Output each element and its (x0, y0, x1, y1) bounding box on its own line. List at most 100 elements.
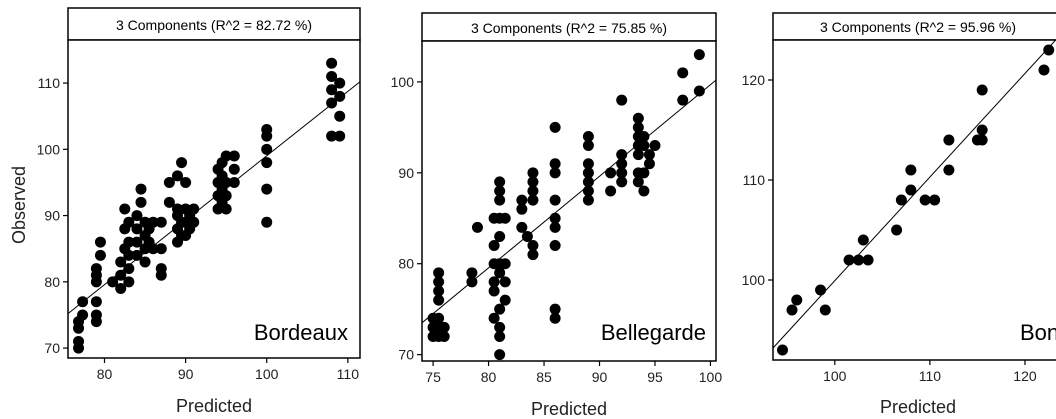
data-point (694, 86, 705, 97)
x-tick-label: 100 (255, 366, 279, 382)
data-point (863, 255, 874, 266)
data-point (550, 240, 561, 251)
data-point (920, 195, 931, 206)
panel-title: 3 Components (R^2 = 95.96 %) (820, 19, 1016, 35)
data-point (221, 203, 232, 214)
data-point (605, 186, 616, 197)
panel-bonn: 3 Components (R^2 = 95.96 %) 100 110 120 10… (742, 13, 1056, 417)
data-point (494, 231, 505, 242)
data-point (95, 237, 106, 248)
data-point (229, 177, 240, 188)
panel-annotation: Bellegarde (601, 320, 706, 345)
data-point (777, 345, 788, 356)
data-point (583, 131, 594, 142)
data-point (472, 222, 483, 233)
x-tick-label: 80 (481, 369, 497, 385)
y-tick-label: 100 (391, 74, 415, 90)
data-point (156, 243, 167, 254)
data-point (943, 165, 954, 176)
data-point (550, 195, 561, 206)
data-point (527, 240, 538, 251)
data-point (677, 67, 688, 78)
x-tick-label: 110 (919, 368, 942, 384)
data-point (550, 158, 561, 169)
data-point (91, 296, 102, 307)
data-point (891, 225, 902, 236)
x-axis-label: Predicted (531, 399, 607, 419)
y-tick-label: 70 (398, 347, 414, 363)
data-point (977, 125, 988, 136)
data-point (119, 203, 130, 214)
data-point (433, 267, 444, 278)
x-tick-label: 90 (178, 366, 194, 382)
x-tick-label: 100 (699, 369, 723, 385)
x-tick-label: 90 (592, 369, 608, 385)
data-point (500, 276, 511, 287)
data-point (156, 263, 167, 274)
plot-area (773, 40, 1056, 360)
data-point (516, 222, 527, 233)
data-point (616, 149, 627, 160)
data-point (853, 255, 864, 266)
panel-annotation: Bonn (1020, 320, 1056, 345)
x-tick-label: 85 (536, 369, 552, 385)
data-point (638, 167, 649, 178)
data-point (977, 85, 988, 96)
data-point (494, 176, 505, 187)
panel-title: 3 Components (R^2 = 82.72 %) (116, 17, 312, 33)
data-point (677, 95, 688, 106)
data-point (500, 213, 511, 224)
data-point (516, 195, 527, 206)
data-point (649, 140, 660, 151)
data-point (638, 186, 649, 197)
data-point (550, 213, 561, 224)
data-point (633, 113, 644, 124)
panel-bellegarde: 3 Components (R^2 = 75.85 %) 75 80 85 90 95 1… (391, 13, 723, 419)
data-point (787, 305, 798, 316)
data-point (644, 149, 655, 160)
data-point (123, 263, 134, 274)
data-point (550, 122, 561, 133)
data-point (91, 263, 102, 274)
data-point (261, 217, 272, 228)
y-tick-label: 120 (742, 72, 766, 88)
x-tick-label: 95 (647, 369, 663, 385)
data-point (136, 184, 147, 195)
y-tick-label: 100 (37, 141, 61, 157)
data-point (73, 336, 84, 347)
data-point (77, 296, 88, 307)
x-tick-label: 80 (97, 366, 113, 382)
y-tick-label: 110 (743, 172, 766, 188)
data-point (494, 322, 505, 333)
data-point (905, 185, 916, 196)
data-point (494, 349, 505, 360)
data-point (896, 195, 907, 206)
data-point (261, 144, 272, 155)
y-tick-label: 70 (44, 340, 60, 356)
data-point (261, 124, 272, 135)
data-point (261, 184, 272, 195)
data-point (466, 267, 477, 278)
y-tick-label: 100 (742, 272, 766, 288)
panel-bordeaux: 3 Components (R^2 = 82.72 %) 80 90 100 110 7… (37, 8, 360, 416)
data-point (180, 177, 191, 188)
data-point (229, 164, 240, 175)
x-tick-label: 100 (823, 368, 847, 384)
data-point (815, 285, 826, 296)
y-tick-label: 110 (38, 75, 61, 91)
data-point (229, 150, 240, 161)
data-point (156, 217, 167, 228)
data-point (494, 304, 505, 315)
data-point (500, 258, 511, 269)
data-point (221, 190, 232, 201)
y-tick-label: 80 (44, 274, 60, 290)
data-point (489, 313, 500, 324)
data-point (905, 165, 916, 176)
data-point (1038, 65, 1049, 76)
x-tick-label: 120 (1013, 368, 1037, 384)
data-point (188, 217, 199, 228)
data-point (694, 49, 705, 60)
panel-annotation: Bordeaux (254, 320, 348, 345)
data-point (522, 231, 533, 242)
